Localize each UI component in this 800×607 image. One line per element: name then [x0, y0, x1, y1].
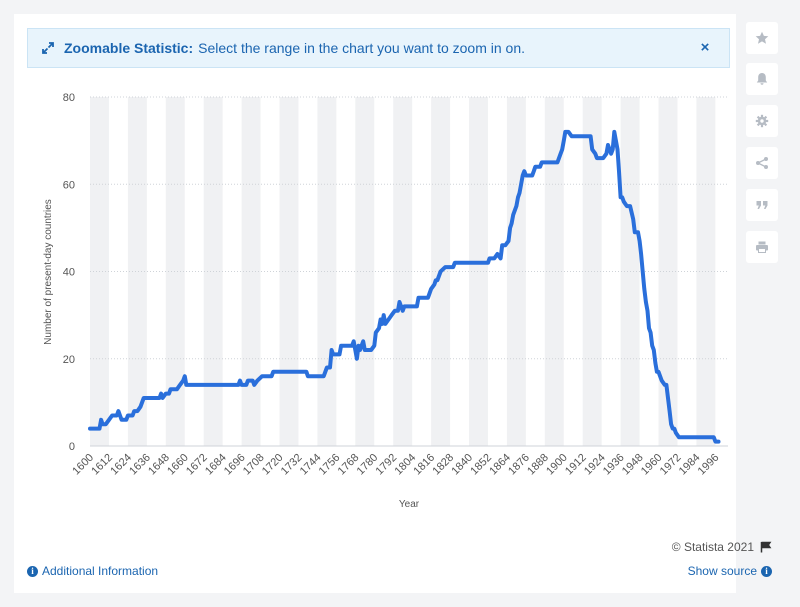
share-icon: [756, 157, 768, 169]
x-tick-label: 1732: [279, 452, 305, 478]
x-tick-label: 1768: [336, 452, 362, 478]
y-axis-label: Number of present-day countries: [43, 199, 54, 345]
x-tick-label: 1828: [430, 452, 456, 478]
band: [241, 97, 261, 446]
copyright-text: © Statista 2021: [671, 540, 754, 554]
close-icon[interactable]: ×: [700, 39, 710, 56]
x-tick-label: 1756: [317, 452, 343, 478]
bell-icon: [756, 73, 768, 85]
additional-information-label: Additional Information: [42, 564, 159, 578]
expand-icon: [40, 40, 56, 56]
flag-icon[interactable]: [760, 541, 772, 553]
y-tick-label: 60: [63, 179, 75, 191]
x-tick-label: 1852: [468, 452, 494, 478]
printer-icon: [756, 241, 768, 253]
x-tick-label: 1816: [411, 452, 437, 478]
x-tick-label: 1984: [677, 452, 703, 478]
cite-button[interactable]: [746, 189, 778, 221]
x-tick-label: 1612: [89, 452, 115, 478]
x-tick-label: 1876: [506, 452, 532, 478]
band: [582, 97, 602, 446]
y-tick-label: 40: [63, 267, 75, 279]
zoom-banner: Zoomable Statistic: Select the range in …: [27, 28, 730, 68]
x-tick-label: 1660: [165, 452, 191, 478]
x-axis-label: Year: [399, 499, 420, 510]
y-tick-label: 80: [63, 92, 75, 104]
x-tick-label: 1720: [260, 452, 286, 478]
y-tick-label: 20: [63, 354, 75, 366]
copyright: © Statista 2021: [672, 540, 772, 554]
share-button[interactable]: [746, 147, 778, 179]
star-icon: [755, 31, 769, 44]
y-tick-label: 0: [69, 441, 75, 453]
show-source-label: Show source: [687, 564, 757, 578]
x-tick-label: 1948: [620, 452, 646, 478]
band: [355, 97, 375, 446]
series-line: [88, 129, 721, 444]
banner-text: Select the range in the chart you want t…: [198, 40, 526, 56]
x-tick-label: 1804: [392, 452, 418, 478]
y-axis-ticks: 0 20 40 60 80: [63, 92, 75, 453]
favorite-button[interactable]: [746, 22, 778, 54]
info-icon: i: [761, 565, 772, 577]
x-tick-label: 1696: [222, 452, 248, 478]
x-axis-ticks: 1600161216241636164816601672168416961708…: [70, 452, 721, 478]
x-tick-label: 1600: [70, 452, 96, 478]
x-tick-label: 1780: [355, 452, 381, 478]
show-source-link[interactable]: Show source i: [688, 564, 772, 578]
quote-icon: [756, 201, 768, 209]
x-tick-label: 1924: [582, 452, 608, 478]
x-tick-label: 1708: [241, 452, 267, 478]
x-tick-label: 1996: [696, 452, 722, 478]
info-icon: i: [27, 565, 38, 577]
x-tick-label: 1912: [563, 452, 589, 478]
print-button[interactable]: [746, 231, 778, 263]
x-tick-label: 1888: [525, 452, 551, 478]
notification-button[interactable]: [746, 63, 778, 95]
x-tick-label: 1672: [184, 452, 210, 478]
x-tick-label: 1900: [544, 452, 570, 478]
x-tick-label: 1972: [658, 452, 684, 478]
settings-button[interactable]: [746, 105, 778, 137]
x-tick-label: 1792: [374, 452, 400, 478]
x-tick-label: 1636: [127, 452, 153, 478]
gridlines: [90, 96, 728, 447]
x-tick-label: 1624: [108, 452, 134, 478]
x-tick-label: 1864: [487, 452, 513, 478]
x-tick-label: 1960: [639, 452, 665, 478]
x-tick-label: 1648: [146, 452, 172, 478]
x-tick-label: 1936: [601, 452, 627, 478]
banner-title: Zoomable Statistic:: [64, 40, 194, 56]
gear-icon: [755, 114, 769, 128]
x-tick-label: 1840: [449, 452, 475, 478]
additional-information-link[interactable]: i Additional Information: [27, 564, 158, 578]
x-tick-label: 1684: [203, 452, 229, 478]
x-tick-label: 1744: [298, 452, 324, 478]
